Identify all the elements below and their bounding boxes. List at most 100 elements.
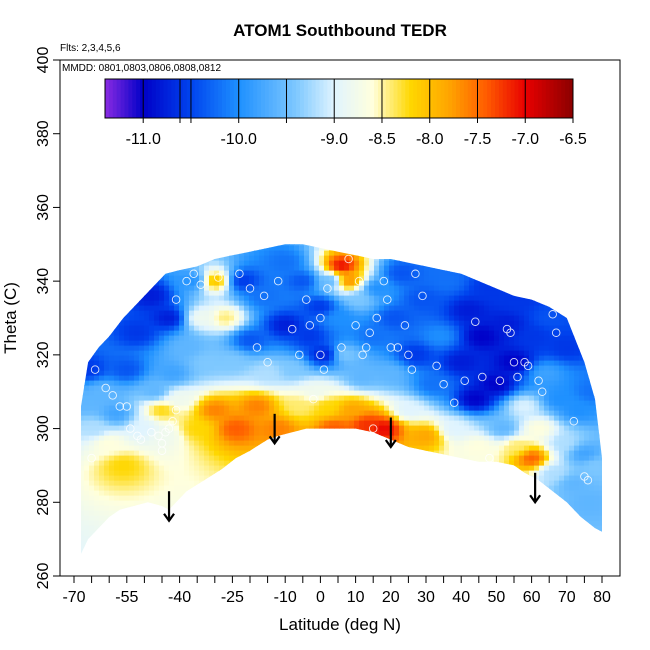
heatmap-cell bbox=[159, 545, 165, 552]
heatmap-cell bbox=[414, 440, 420, 447]
heatmap-cell bbox=[244, 330, 250, 337]
heatmap-cell bbox=[239, 315, 245, 322]
heatmap-cell bbox=[374, 325, 380, 332]
heatmap-cell bbox=[159, 475, 165, 482]
heatmap-cell bbox=[344, 465, 350, 472]
heatmap-cell bbox=[244, 370, 250, 377]
heatmap-cell bbox=[329, 310, 335, 317]
heatmap-cell bbox=[179, 540, 185, 547]
heatmap-cell bbox=[149, 450, 155, 457]
heatmap-cell bbox=[324, 295, 330, 302]
heatmap-cell bbox=[209, 255, 215, 262]
heatmap-cell bbox=[309, 270, 315, 277]
heatmap-cell bbox=[234, 465, 240, 472]
heatmap-cell bbox=[279, 365, 285, 372]
heatmap-cell bbox=[189, 310, 195, 317]
heatmap-cell bbox=[154, 556, 160, 562]
heatmap-cell bbox=[369, 310, 375, 317]
heatmap-cell bbox=[274, 425, 280, 432]
heatmap-cell bbox=[134, 395, 140, 402]
heatmap-cell bbox=[74, 426, 80, 432]
heatmap-cell bbox=[114, 340, 120, 347]
heatmap-cell bbox=[124, 520, 130, 527]
heatmap-cell bbox=[254, 490, 260, 497]
heatmap-cell bbox=[184, 530, 190, 537]
heatmap-cell bbox=[119, 245, 125, 252]
heatmap-cell bbox=[139, 510, 145, 517]
heatmap-cell bbox=[434, 540, 440, 547]
heatmap-cell bbox=[139, 505, 145, 512]
heatmap-cell bbox=[214, 250, 220, 257]
heatmap-cell bbox=[134, 290, 140, 297]
heatmap-cell bbox=[99, 340, 105, 347]
heatmap-cell bbox=[104, 325, 110, 332]
heatmap-cell bbox=[414, 380, 420, 387]
heatmap-cell bbox=[304, 525, 310, 532]
heatmap-cell bbox=[74, 391, 80, 397]
heatmap-cell bbox=[109, 480, 115, 487]
heatmap-cell bbox=[234, 450, 240, 457]
heatmap-cell bbox=[389, 485, 395, 492]
heatmap-cell bbox=[299, 415, 305, 422]
heatmap-cell bbox=[244, 315, 250, 322]
heatmap-cell bbox=[134, 500, 140, 507]
heatmap-cell bbox=[74, 306, 80, 312]
heatmap-cell bbox=[264, 245, 270, 252]
heatmap-cell bbox=[204, 495, 210, 502]
heatmap-cell bbox=[144, 340, 150, 347]
heatmap-cell bbox=[454, 420, 460, 427]
heatmap-cell bbox=[394, 395, 400, 402]
heatmap-cell bbox=[374, 490, 380, 497]
heatmap-cell bbox=[439, 250, 445, 257]
heatmap-cell bbox=[74, 281, 80, 287]
heatmap-cell bbox=[344, 450, 350, 457]
heatmap-cell bbox=[274, 500, 280, 507]
heatmap-cell bbox=[334, 370, 340, 377]
heatmap-cell bbox=[159, 385, 165, 392]
heatmap-cell bbox=[244, 260, 250, 267]
heatmap-cell bbox=[179, 505, 185, 512]
heatmap-cell bbox=[199, 510, 205, 517]
heatmap-cell bbox=[439, 380, 445, 387]
heatmap-cell bbox=[194, 400, 200, 407]
heatmap-cell bbox=[204, 490, 210, 497]
heatmap-cell bbox=[339, 545, 345, 552]
heatmap-cell bbox=[384, 460, 390, 467]
heatmap-cell bbox=[154, 244, 160, 247]
heatmap-cell bbox=[259, 375, 265, 382]
heatmap-cell bbox=[334, 505, 340, 512]
heatmap-cell bbox=[184, 255, 190, 262]
heatmap-cell bbox=[129, 480, 135, 487]
heatmap-cell bbox=[374, 415, 380, 422]
heatmap-cell bbox=[164, 385, 170, 392]
heatmap-cell bbox=[369, 260, 375, 267]
heatmap-cell bbox=[114, 490, 120, 497]
heatmap-cell bbox=[84, 280, 90, 287]
heatmap-cell bbox=[159, 530, 165, 537]
heatmap-cell bbox=[344, 495, 350, 502]
heatmap-cell bbox=[439, 370, 445, 377]
heatmap-cell bbox=[204, 260, 210, 267]
heatmap-cell bbox=[299, 275, 305, 282]
heatmap-cell bbox=[229, 440, 235, 447]
heatmap-cell bbox=[334, 410, 340, 417]
heatmap-cell bbox=[319, 460, 325, 467]
heatmap-cell bbox=[384, 465, 390, 472]
heatmap-cell bbox=[324, 265, 330, 272]
heatmap-cell bbox=[229, 280, 235, 287]
heatmap-cell bbox=[109, 490, 115, 497]
heatmap-cell bbox=[274, 380, 280, 387]
heatmap-cell bbox=[164, 550, 170, 554]
heatmap-cell bbox=[419, 350, 425, 357]
heatmap-cell bbox=[199, 465, 205, 472]
heatmap-cell bbox=[99, 335, 105, 342]
heatmap-cell bbox=[81, 305, 85, 312]
heatmap-cell bbox=[454, 500, 460, 507]
heatmap-cell bbox=[449, 445, 455, 452]
heatmap-cell bbox=[449, 265, 455, 272]
heatmap-cell bbox=[454, 405, 460, 412]
heatmap-cell bbox=[394, 500, 400, 507]
heatmap-cell bbox=[154, 260, 160, 267]
heatmap-cell bbox=[299, 540, 305, 547]
heatmap-cell bbox=[219, 375, 225, 382]
